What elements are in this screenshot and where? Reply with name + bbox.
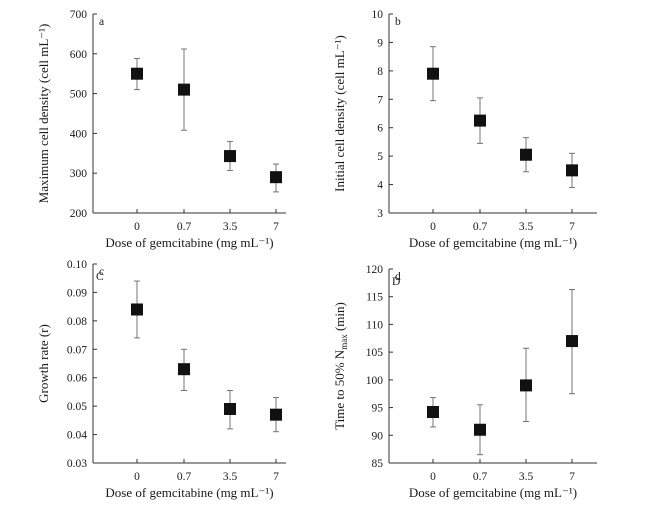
panel-b-y-axis-label: Initial cell density (cell mL⁻¹) — [332, 35, 347, 192]
panel-d-x-tick-label: 0.7 — [473, 471, 488, 483]
panel-a-data-point — [224, 150, 236, 163]
panel-c-x-tick-label: 0 — [134, 471, 140, 483]
panel-c-data-point — [131, 303, 143, 316]
panel-d-y-tick-label: 100 — [366, 375, 384, 387]
panel-a-y-tick-label: 500 — [70, 89, 88, 101]
panel-a-data-point — [131, 67, 143, 80]
panel-a-y-tick-label: 200 — [70, 208, 88, 220]
panel-b-y-tick-label: 6 — [377, 123, 383, 135]
panel-a-x-tick-label: 0 — [134, 221, 140, 233]
panel-b-data-point — [520, 148, 532, 161]
panel-d-letter-alt: D — [392, 276, 400, 288]
panel-b-y-tick-label: 9 — [377, 37, 383, 49]
panel-c-data-point — [178, 363, 190, 376]
panel-a-letter: a — [99, 16, 104, 28]
panel-c-y-tick-label: 0.06 — [67, 373, 87, 385]
panel-d-x-tick-label: 7 — [569, 471, 575, 483]
panel-d-y-tick-label: 105 — [366, 347, 384, 359]
panel-c-y-tick-label: 0.03 — [67, 458, 87, 470]
panel-b-x-tick-label: 0 — [430, 221, 436, 233]
panel-b-y-tick-label: 4 — [377, 180, 383, 192]
panel-b-x-tick-label: 0.7 — [473, 221, 488, 233]
panel-d-x-tick-label: 3.5 — [519, 471, 534, 483]
panel-a-y-tick-label: 300 — [70, 168, 88, 180]
panel-d-data-point — [474, 423, 486, 436]
panel-a-y-tick-label: 600 — [70, 49, 88, 61]
panel-d-y-tick-label: 95 — [372, 403, 384, 415]
panel-d-y-tick-label: 115 — [366, 292, 383, 304]
panel-b-data-point — [474, 114, 486, 127]
panel-c-x-tick-label: 7 — [273, 471, 279, 483]
panel-c-y-tick-label: 0.08 — [67, 316, 87, 328]
panel-b-y-tick-label: 8 — [377, 66, 383, 78]
panel-c-x-axis-label: Dose of gemcitabine (mg mL⁻¹) — [105, 485, 273, 500]
panel-a-y-axis-label: Maximum cell density (cell mL⁻¹) — [36, 24, 51, 204]
panel-b-y-tick-label: 10 — [372, 9, 384, 21]
panel-c-y-tick-label: 0.05 — [67, 401, 87, 413]
panel-a-y-tick-label: 700 — [70, 9, 88, 21]
panel-b-letter: b — [395, 16, 401, 28]
panel-d-y-tick-label: 90 — [372, 430, 384, 442]
panel-c-x-tick-label: 3.5 — [223, 471, 238, 483]
panel-c-letter: c — [99, 266, 104, 278]
panel-a-x-axis-label: Dose of gemcitabine (mg mL⁻¹) — [105, 235, 273, 250]
panel-b-data-point — [566, 164, 578, 177]
panel-c-data-point — [270, 408, 282, 421]
panel-d-x-tick-label: 0 — [430, 471, 436, 483]
panel-b-data-point — [427, 67, 439, 80]
panel-c-y-tick-label: 0.10 — [67, 259, 87, 271]
panel-b-x-tick-label: 3.5 — [519, 221, 534, 233]
panel-a-x-tick-label: 3.5 — [223, 221, 238, 233]
panel-b-x-axis-label: Dose of gemcitabine (mg mL⁻¹) — [409, 235, 577, 250]
panel-c-y-tick-label: 0.07 — [67, 344, 87, 356]
panel-a-x-tick-label: 0.7 — [177, 221, 192, 233]
panel-d-x-axis-label: Dose of gemcitabine (mg mL⁻¹) — [409, 485, 577, 500]
panel-d-data-point — [520, 379, 532, 392]
panel-c-data-point — [224, 402, 236, 415]
panel-d-y-axis-label: Time to 50% Nmax (min) — [332, 302, 349, 430]
panel-b-x-tick-label: 7 — [569, 221, 575, 233]
panel-b-y-tick-label: 5 — [377, 151, 383, 163]
panel-d-data-point — [427, 406, 439, 419]
panel-a-data-point — [178, 83, 190, 96]
panel-b-y-tick-label: 3 — [377, 208, 383, 220]
panel-b-y-tick-label: 7 — [377, 94, 383, 106]
panel-c-y-axis-label: Growth rate (r) — [36, 324, 51, 403]
panel-d-y-tick-label: 85 — [372, 458, 384, 470]
panel-c-y-tick-label: 0.09 — [67, 287, 87, 299]
panel-d-y-tick-label: 110 — [366, 319, 383, 331]
panel-c-letter-alt: C — [96, 271, 104, 283]
panel-c-x-tick-label: 0.7 — [177, 471, 192, 483]
panel-a-y-tick-label: 400 — [70, 128, 88, 140]
panel-d-letter: d — [395, 271, 401, 283]
panel-d-data-point — [566, 335, 578, 348]
panel-a-data-point — [270, 171, 282, 184]
panel-a-x-tick-label: 7 — [273, 221, 279, 233]
panel-c-y-tick-label: 0.04 — [67, 430, 87, 442]
panel-d-y-tick-label: 120 — [366, 264, 384, 276]
